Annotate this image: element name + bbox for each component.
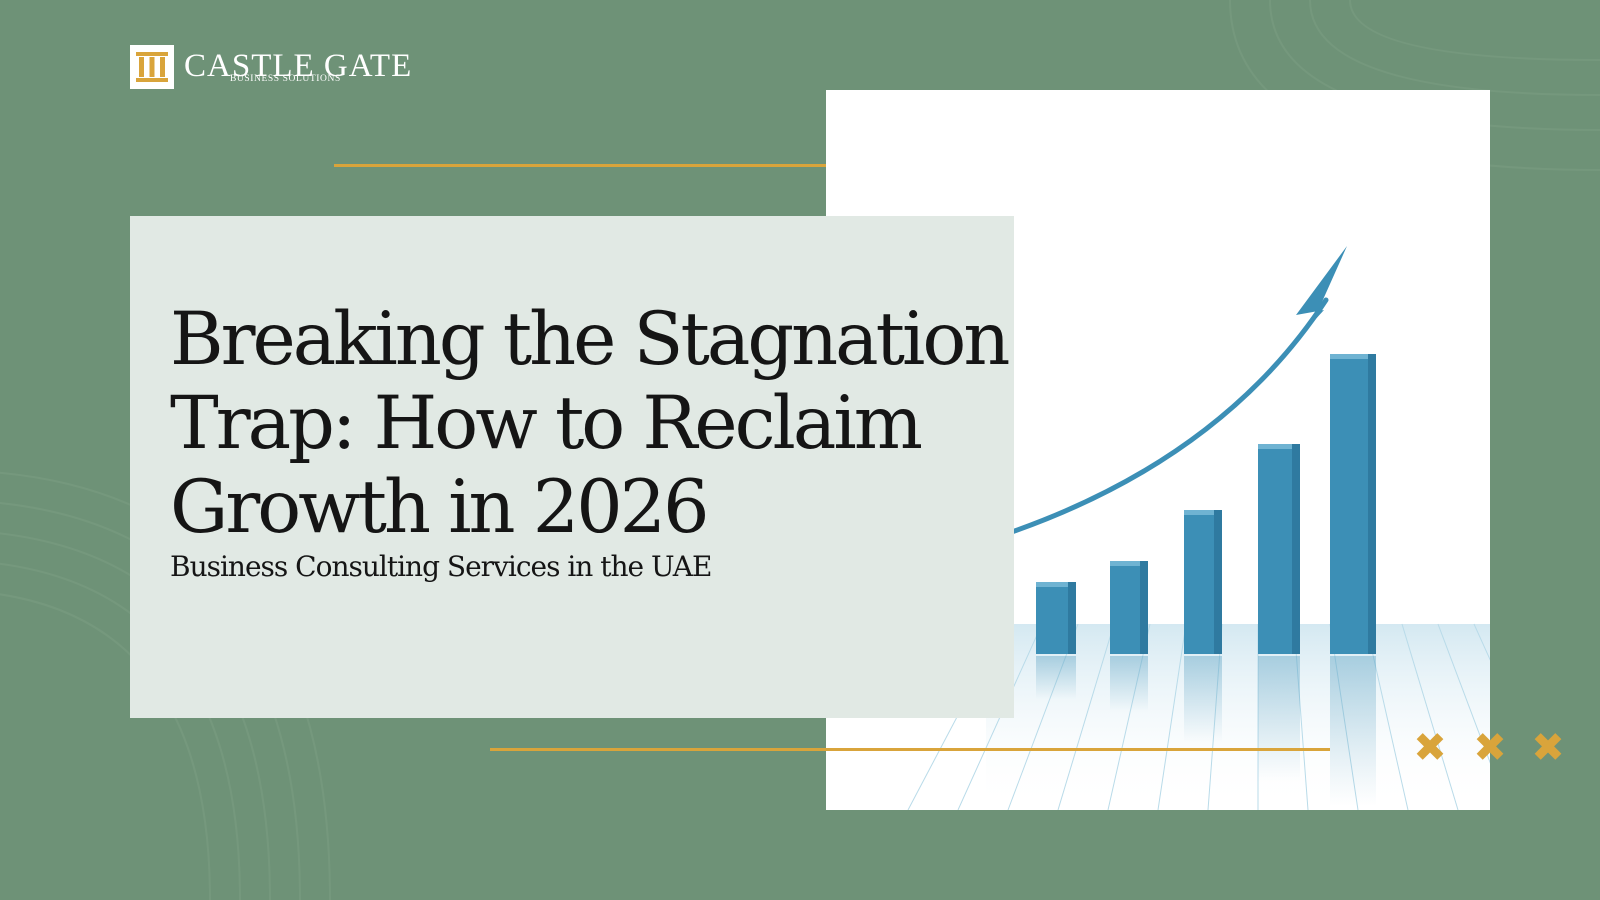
castle-pillars-icon [130, 45, 174, 89]
chart-bar-side [1068, 582, 1076, 654]
page-title: Breaking the Stagnation Trap: How to Rec… [170, 298, 1010, 550]
chart-floor [986, 624, 1490, 810]
floor-grid-line [1107, 623, 1151, 810]
floor-grid-line [1473, 623, 1490, 661]
growth-chart-graphic [907, 246, 1490, 810]
brand-tagline: BUSINESS SOLUTIONS [230, 74, 341, 84]
page-subtitle: Business Consulting Services in the UAE [170, 550, 712, 583]
floor-grid-line [1365, 623, 1409, 810]
gold-divider-bottom [490, 748, 1330, 751]
floor-grid-line [1293, 623, 1309, 810]
chart-bar-reflection [1036, 656, 1076, 700]
chart-bar-side [1368, 354, 1376, 654]
decorative-crosses: ✖ ✖ ✖ [1410, 728, 1570, 772]
x-mark-icon: ✖ [1531, 725, 1565, 771]
chart-bars [1036, 354, 1376, 806]
chart-bar-reflection [1258, 656, 1300, 782]
chart-bar-top [1110, 561, 1148, 566]
brand-logo[interactable]: CASTLE GATE BUSINESS SOLUTIONS [130, 44, 411, 90]
x-mark-icon: ✖ [1413, 725, 1447, 771]
brand-name: CASTLE GATE [184, 48, 413, 84]
gold-divider-top [334, 164, 907, 167]
growth-arrow-curve [1003, 297, 1329, 537]
floor-grid-line [1401, 623, 1459, 810]
chart-bar-reflection [1330, 656, 1376, 806]
brand-wordmark: CASTLE GATE BUSINESS SOLUTIONS [184, 44, 411, 90]
title-line-2: Trap: How to Reclaim [170, 381, 923, 466]
headline-card: Breaking the Stagnation Trap: How to Rec… [130, 216, 1014, 718]
floor-grid-line [1057, 623, 1115, 810]
chart-bar-top [1184, 510, 1222, 515]
chart-bar-reflection [1184, 656, 1222, 743]
chart-bar-side [1140, 561, 1148, 654]
chart-bar-top [1036, 582, 1076, 587]
chart-bar-top [1258, 444, 1300, 449]
title-line-3: Growth in 2026 [170, 465, 710, 550]
floor-grid-line [1437, 623, 1490, 764]
chart-bar-top [1330, 354, 1376, 359]
chart-bar-reflection [1110, 656, 1148, 712]
growth-arrow-head [1296, 246, 1347, 322]
floor-grid-line [1157, 623, 1187, 810]
title-line-1: Breaking the Stagnation [170, 297, 1010, 382]
chart-bar-side [1292, 444, 1300, 654]
chart-floor-grid [907, 623, 1490, 810]
x-mark-icon: ✖ [1473, 725, 1507, 771]
floor-grid-line [1007, 623, 1079, 810]
chart-bar-side [1214, 510, 1222, 654]
